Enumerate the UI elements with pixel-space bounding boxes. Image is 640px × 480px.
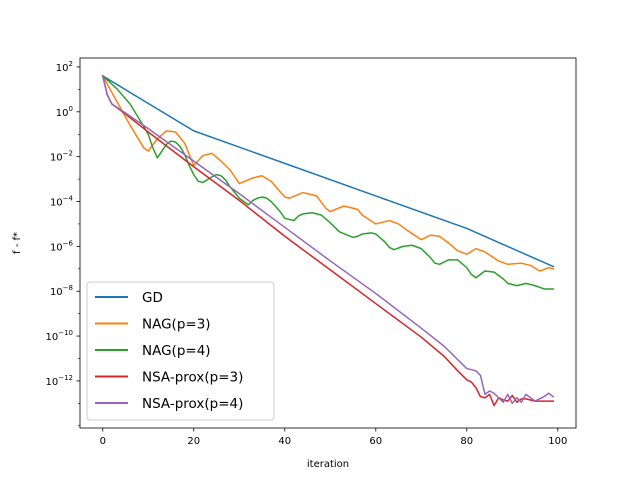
series-line-nsa-prox-p-4 [101, 75, 555, 405]
series-line-nsa-prox-p-3 [101, 75, 554, 407]
y-axis-label: f - f* [12, 232, 23, 254]
y-tick-label: 102 [56, 60, 73, 74]
y-tick-base: 10 [56, 108, 69, 119]
y-tick-label: 100 [56, 105, 73, 119]
x-axis-label: iteration [307, 459, 349, 470]
y-tick-exponent: −8 [63, 284, 73, 292]
legend: GD NAG(p=3) NAG(p=4) NSA-prox(p=3) NSA-prox(… [86, 281, 275, 421]
y-tick-base: 10 [50, 287, 63, 298]
y-tick-label: 10−8 [50, 284, 73, 298]
y-tick-label: 10−4 [50, 195, 74, 209]
y-tick-exponent: −2 [63, 150, 73, 158]
y-tick-label: 10−2 [50, 150, 73, 164]
legend-box [86, 281, 275, 421]
y-tick-label: 10−10 [45, 329, 73, 343]
series-line-gd [101, 74, 555, 268]
legend-label-nag-p-4: NAG(p=4) [142, 343, 211, 359]
y-tick-base: 10 [50, 198, 63, 209]
y-tick-exponent: −6 [63, 239, 74, 247]
series-line-nag-p-3 [101, 74, 555, 272]
y-tick-exponent: −4 [63, 195, 74, 203]
x-tick-label: 0 [100, 436, 106, 447]
x-tick-label: 80 [460, 436, 473, 447]
x-tick-label: 20 [187, 436, 200, 447]
series-line-nag-p-4 [101, 74, 554, 290]
legend-label-gd: GD [142, 290, 163, 306]
series-layer [101, 74, 555, 407]
x-tick-label: 40 [278, 436, 291, 447]
axes-frame [79, 57, 577, 429]
x-tick-label: 60 [369, 436, 382, 447]
ticks-layer: 0 20 40 60 80 10010210010−210−410−610−810−101… [45, 60, 567, 447]
y-tick-base: 10 [50, 242, 63, 253]
y-tick-base: 10 [45, 332, 58, 343]
x-tick-label: 100 [548, 436, 567, 447]
y-tick-base: 10 [56, 63, 69, 74]
legend-label-nag-p-3: NAG(p=3) [142, 317, 211, 333]
legend-label-nsa-prox-p-3: NSA-prox(p=3) [142, 370, 243, 386]
y-tick-exponent: −10 [58, 329, 73, 337]
y-tick-base: 10 [50, 153, 63, 164]
legend-entries: GD NAG(p=3) NAG(p=4) NSA-prox(p=3) NSA-prox(… [95, 290, 243, 412]
y-tick-exponent: −12 [58, 374, 73, 382]
y-tick-label: 10−12 [45, 374, 73, 388]
legend-label-nsa-prox-p-4: NSA-prox(p=4) [142, 396, 243, 412]
y-tick-exponent: 0 [69, 105, 73, 113]
y-tick-base: 10 [45, 377, 58, 388]
y-tick-label: 10−6 [50, 239, 74, 253]
y-tick-exponent: 2 [69, 60, 73, 68]
